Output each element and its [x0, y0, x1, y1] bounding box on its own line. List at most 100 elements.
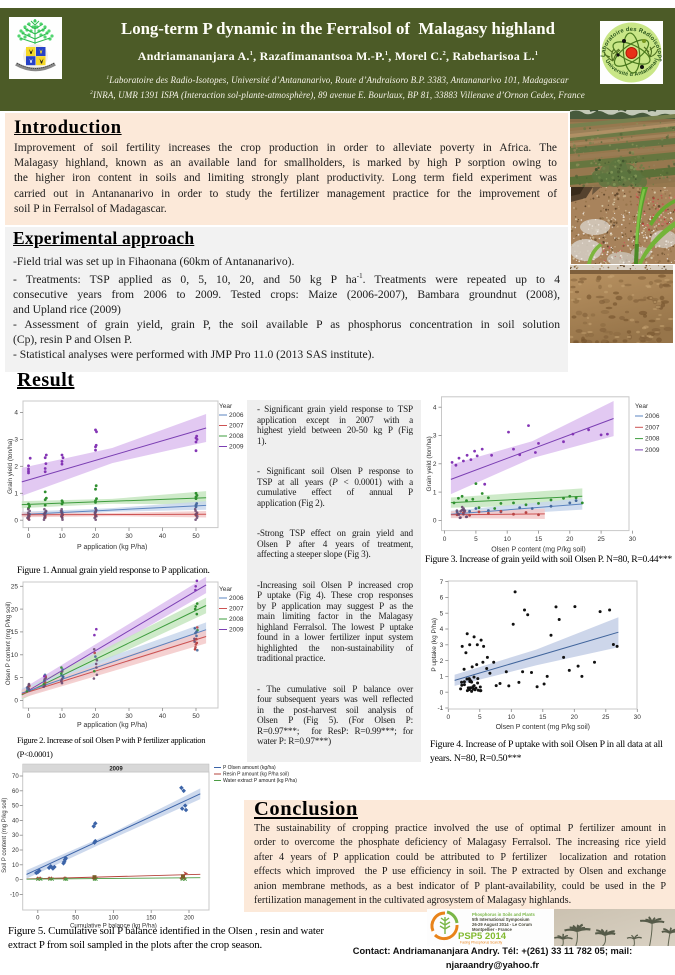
svg-text:10: 10 — [58, 533, 66, 540]
svg-text:50: 50 — [12, 804, 19, 810]
svg-text:0: 0 — [14, 517, 18, 524]
svg-text:2008: 2008 — [645, 436, 660, 443]
svg-text:25: 25 — [597, 536, 605, 543]
svg-text:25: 25 — [11, 584, 19, 591]
svg-text:Olsen P content (mg P/kg soil): Olsen P content (mg P/kg soil) — [496, 724, 590, 731]
svg-text:4: 4 — [433, 404, 437, 411]
svg-text:2008: 2008 — [229, 433, 244, 440]
svg-text:P application (kg P/ha): P application (kg P/ha) — [77, 722, 147, 729]
svg-text:26-29 August 2014 - Le Corum: 26-29 August 2014 - Le Corum — [472, 922, 532, 927]
svg-text:2: 2 — [433, 461, 437, 468]
svg-text:Olsen P content (mg P/kg soil): Olsen P content (mg P/kg soil) — [5, 602, 12, 685]
svg-text:Olsen P content (mg P/kg soil): Olsen P content (mg P/kg soil) — [491, 547, 585, 554]
svg-text:2009: 2009 — [109, 767, 123, 773]
svg-text:Year: Year — [219, 403, 233, 410]
svg-text:5: 5 — [440, 610, 444, 617]
svg-text:10: 10 — [504, 536, 512, 543]
svg-text:40: 40 — [12, 818, 19, 824]
svg-text:1: 1 — [433, 489, 437, 496]
svg-text:10: 10 — [12, 863, 19, 869]
svg-text:7: 7 — [440, 579, 444, 586]
svg-text:2009: 2009 — [229, 627, 244, 634]
svg-text:200: 200 — [184, 916, 195, 922]
svg-text:40: 40 — [159, 533, 167, 540]
svg-text:50: 50 — [192, 713, 200, 720]
svg-text:4: 4 — [440, 626, 444, 633]
svg-text:P uptake (kg P/ha): P uptake (kg P/ha) — [431, 618, 438, 672]
svg-text:10: 10 — [11, 652, 19, 659]
svg-text:5: 5 — [14, 675, 18, 682]
svg-text:Resin P amount (kg P/ha soil): Resin P amount (kg P/ha soil) — [223, 772, 289, 778]
svg-text:0: 0 — [440, 689, 444, 696]
svg-text:25: 25 — [602, 714, 610, 721]
svg-text:2008: 2008 — [229, 616, 244, 623]
svg-text:30: 30 — [629, 536, 637, 543]
svg-text:0: 0 — [27, 533, 31, 540]
svg-text:15: 15 — [11, 629, 19, 636]
svg-text:Soil P content (mg P/kg soil): Soil P content (mg P/kg soil) — [2, 798, 8, 873]
svg-text:2: 2 — [14, 464, 18, 471]
svg-text:Year: Year — [635, 403, 649, 410]
svg-text:5: 5 — [474, 536, 478, 543]
svg-text:2006: 2006 — [229, 595, 244, 602]
svg-text:P application (kg P/ha): P application (kg P/ha) — [77, 544, 147, 551]
svg-text:3: 3 — [433, 433, 437, 440]
svg-text:Cumulative P balance (kg P/ha): Cumulative P balance (kg P/ha) — [70, 923, 157, 930]
svg-text:15: 15 — [535, 536, 543, 543]
svg-text:5th International Symposium: 5th International Symposium — [472, 917, 530, 922]
svg-text:-10: -10 — [10, 892, 19, 898]
svg-text:2009: 2009 — [229, 444, 244, 451]
svg-text:0: 0 — [14, 698, 18, 705]
svg-text:-1: -1 — [438, 705, 444, 712]
svg-text:0: 0 — [443, 536, 447, 543]
svg-text:0: 0 — [36, 916, 40, 922]
svg-text:0: 0 — [446, 714, 450, 721]
svg-text:Montpellier - France: Montpellier - France — [472, 927, 512, 932]
svg-text:PSP5 2014: PSP5 2014 — [458, 931, 507, 942]
svg-text:30: 30 — [125, 713, 133, 720]
svg-text:Facing Phosphorus Scarcity: Facing Phosphorus Scarcity — [460, 941, 503, 945]
svg-text:30: 30 — [125, 533, 133, 540]
svg-text:50: 50 — [192, 533, 200, 540]
svg-text:10: 10 — [508, 714, 516, 721]
svg-text:4: 4 — [14, 410, 18, 417]
svg-text:20: 20 — [12, 848, 19, 854]
svg-text:10: 10 — [58, 713, 66, 720]
svg-text:Grain yeild (ton/ha): Grain yeild (ton/ha) — [426, 436, 433, 491]
svg-text:100: 100 — [108, 916, 119, 922]
svg-text:5: 5 — [478, 714, 482, 721]
svg-text:20: 20 — [92, 533, 100, 540]
svg-text:2007: 2007 — [229, 606, 244, 613]
svg-text:3: 3 — [14, 437, 18, 444]
svg-text:6: 6 — [440, 595, 444, 602]
svg-text:3: 3 — [440, 642, 444, 649]
svg-text:20: 20 — [11, 606, 19, 613]
svg-text:P Olsen amount (kg/ha): P Olsen amount (kg/ha) — [223, 765, 276, 771]
svg-text:20: 20 — [571, 714, 579, 721]
svg-text:0: 0 — [27, 713, 31, 720]
svg-text:2006: 2006 — [229, 412, 244, 419]
svg-text:Grain yield (ton/ha): Grain yield (ton/ha) — [7, 439, 14, 494]
svg-text:60: 60 — [12, 789, 19, 795]
svg-text:2009: 2009 — [645, 447, 660, 454]
svg-text:Year: Year — [219, 586, 233, 593]
svg-text:2007: 2007 — [229, 423, 244, 430]
svg-text:15: 15 — [539, 714, 547, 721]
svg-text:0: 0 — [15, 878, 19, 884]
svg-text:40: 40 — [159, 713, 167, 720]
svg-text:2006: 2006 — [645, 413, 660, 420]
svg-text:2: 2 — [440, 658, 444, 665]
svg-text:20: 20 — [92, 713, 100, 720]
svg-text:30: 30 — [634, 714, 642, 721]
svg-text:Water extract P amount (kg P/h: Water extract P amount (kg P/ha) — [223, 778, 297, 784]
svg-text:1: 1 — [440, 674, 444, 681]
svg-text:20: 20 — [566, 536, 574, 543]
svg-text:70: 70 — [12, 774, 19, 780]
svg-text:1: 1 — [14, 491, 18, 498]
svg-text:50: 50 — [72, 916, 79, 922]
svg-text:30: 30 — [12, 833, 19, 839]
svg-text:0: 0 — [433, 518, 437, 525]
svg-text:Phosphorus in Soils and Plants: Phosphorus in Soils and Plants — [472, 912, 535, 917]
svg-text:150: 150 — [146, 916, 157, 922]
svg-text:2007: 2007 — [645, 424, 660, 431]
